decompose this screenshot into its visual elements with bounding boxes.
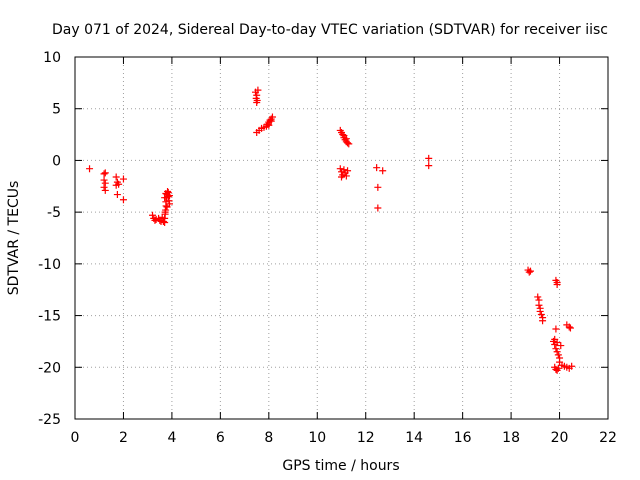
data-point [336, 165, 344, 173]
y-tick-label: 10 [43, 50, 61, 66]
data-point [344, 139, 352, 147]
data-point [525, 268, 533, 276]
data-point [340, 166, 348, 174]
ticks [74, 56, 609, 420]
data-point [159, 217, 167, 225]
data-point [374, 183, 382, 191]
data-point [86, 165, 94, 173]
y-tick-label: -5 [47, 205, 61, 221]
data-point [568, 362, 576, 370]
data-point [163, 203, 171, 211]
data-point [536, 307, 544, 315]
data-point [254, 86, 262, 94]
data-point [557, 342, 565, 350]
data-point [119, 175, 127, 183]
data-point [268, 113, 276, 121]
data-point [553, 281, 561, 289]
x-tick-label: 8 [264, 430, 273, 446]
data-points [86, 86, 576, 374]
data-point [165, 192, 173, 200]
x-tick-label: 6 [216, 430, 225, 446]
data-point [526, 267, 534, 275]
data-point [534, 293, 542, 301]
x-tick-label: 18 [502, 430, 520, 446]
data-point [101, 186, 109, 194]
data-point [345, 140, 353, 148]
data-point [553, 348, 561, 356]
data-point [342, 135, 350, 143]
data-point [265, 121, 273, 129]
x-tick-label: 14 [405, 430, 423, 446]
data-point [100, 176, 108, 184]
y-tick-label: 0 [52, 153, 61, 169]
data-point [101, 179, 109, 187]
x-axis-title: GPS time / hours [282, 458, 399, 474]
data-point [554, 351, 562, 359]
x-tick-label: 20 [551, 430, 569, 446]
data-point [553, 338, 561, 346]
x-tick-label: 12 [357, 430, 375, 446]
grid [75, 57, 608, 419]
data-point [149, 211, 157, 219]
data-point [164, 188, 172, 196]
data-point [161, 194, 169, 202]
y-tick-label: -10 [38, 257, 61, 273]
y-tick-label: 5 [52, 102, 61, 118]
data-point [342, 172, 350, 180]
x-tick-label: 2 [119, 430, 128, 446]
data-point [537, 311, 545, 319]
x-tick-label: 10 [308, 430, 326, 446]
data-point [119, 196, 127, 204]
plot-frame [74, 56, 609, 420]
data-point [566, 324, 574, 332]
data-point [161, 208, 169, 216]
tick-labels: 0 2 4 6 8 10 12 14 16 18 20 22 -25 -20 -15 -10 -5 0 5 10 [38, 50, 617, 446]
y-tick-label: -25 [38, 412, 61, 428]
data-point [373, 164, 381, 172]
data-point [162, 198, 170, 206]
data-point [267, 117, 275, 125]
data-point [253, 99, 261, 107]
data-point [552, 345, 560, 353]
y-tick-label: -20 [38, 360, 61, 376]
x-tick-label: 16 [454, 430, 472, 446]
data-point [379, 167, 387, 175]
data-point [113, 191, 121, 199]
data-point [425, 154, 433, 162]
x-tick-label: 22 [599, 430, 617, 446]
data-point [338, 173, 345, 181]
data-point [425, 162, 433, 170]
x-tick-label: 0 [71, 430, 80, 446]
data-point [565, 323, 573, 331]
data-point [100, 170, 108, 178]
data-point [539, 317, 547, 325]
data-point [112, 173, 120, 181]
data-point [115, 180, 123, 188]
data-point [339, 131, 347, 139]
x-tick-label: 4 [167, 430, 176, 446]
y-axis-title: SDTVAR / TECUs [6, 181, 22, 296]
data-point [535, 301, 543, 309]
data-point [344, 167, 352, 175]
chart-title: Day 071 of 2024, Sidereal Day-to-day VTE… [52, 22, 608, 38]
data-point [101, 169, 109, 177]
y-tick-label: -15 [38, 309, 61, 325]
data-point [552, 325, 560, 333]
data-point [554, 364, 562, 372]
data-point [100, 183, 108, 191]
data-point [374, 204, 382, 212]
